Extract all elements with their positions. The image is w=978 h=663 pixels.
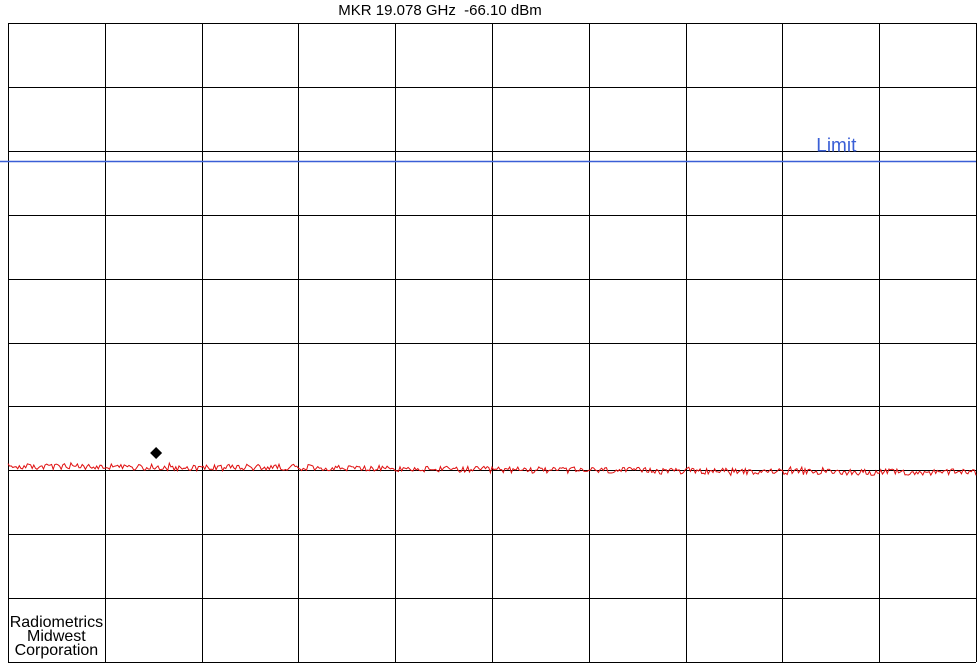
company-line-1: Radiometrics	[10, 614, 103, 631]
limit-label: Limit	[816, 136, 857, 157]
limit-group: Limit	[0, 136, 976, 163]
marker-diamond-icon	[150, 447, 163, 460]
company-line-2: Midwest	[27, 628, 86, 645]
spectrum-trace	[7, 461, 977, 477]
company-logo: Radiometrics Midwest Corporation	[10, 614, 103, 659]
graticule	[8, 23, 977, 663]
marker-group	[150, 447, 163, 460]
company-line-3: Corporation	[15, 642, 99, 659]
marker-readout: MKR 19.078 GHz -66.10 dBm	[338, 2, 542, 19]
